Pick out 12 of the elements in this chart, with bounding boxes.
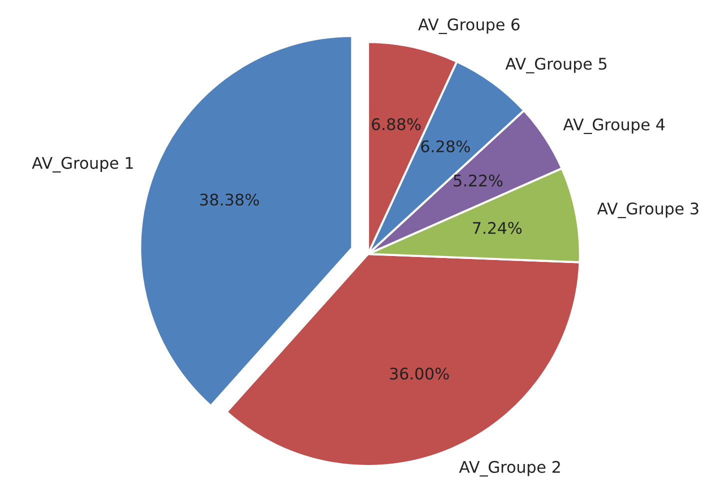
- data-label: 6.88%: [372, 118, 421, 130]
- slice-label: AV_Groupe 1: [32, 156, 133, 173]
- data-label: 5.22%: [454, 174, 502, 187]
- data-label: 7.24%: [473, 222, 522, 234]
- data-label: 38.38%: [200, 194, 259, 206]
- slice-label: AV_Groupe 4: [563, 118, 665, 134]
- slice-label: AV_Groupe 3: [597, 202, 698, 218]
- slice-label: AV_Groupe 6: [418, 18, 520, 34]
- data-label: 36.00%: [390, 368, 449, 380]
- slice-label: AV_Groupe 2: [459, 460, 560, 477]
- slice-label: AV_Groupe 5: [505, 58, 606, 74]
- data-label: 6.28%: [421, 140, 470, 152]
